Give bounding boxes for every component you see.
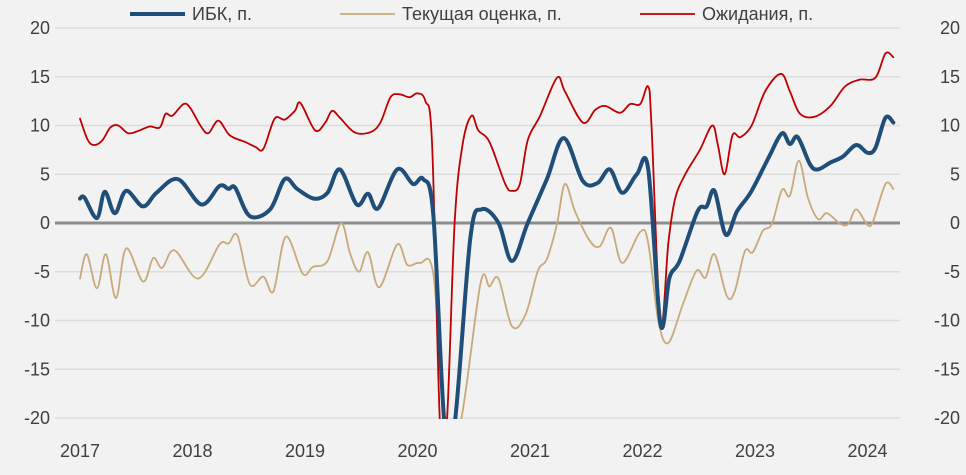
y-tick-label-left: 0 (40, 213, 50, 233)
y-tick-label-left: 20 (30, 18, 50, 38)
y-tick-label-left: 15 (30, 67, 50, 87)
y-tick-label-left: 10 (30, 116, 50, 136)
y-axis-left: 20 15 10 5 0 -5 -10 -15 -20 (24, 18, 50, 428)
y-tick-label-left: -20 (24, 408, 50, 428)
y-tick-label-left: 5 (40, 164, 50, 184)
x-tick-label: 2024 (847, 441, 887, 461)
x-tick-label: 2019 (285, 441, 325, 461)
y-tick-label-right: -15 (934, 359, 960, 379)
y-tick-label-left: -15 (24, 359, 50, 379)
x-tick-label: 2023 (735, 441, 775, 461)
legend-label: Текущая оценка, п. (402, 4, 562, 24)
y-tick-label-left: -5 (34, 262, 50, 282)
x-tick-label: 2017 (60, 441, 100, 461)
legend-label: Ожидания, п. (702, 4, 813, 24)
y-axis-right: 20 15 10 5 0 -5 -10 -15 -20 (934, 18, 960, 428)
x-tick-label: 2018 (172, 441, 212, 461)
y-tick-label-right: 15 (940, 67, 960, 87)
series-line-0 (78, 114, 896, 419)
y-tick-label-right: -10 (934, 311, 960, 331)
gridlines (55, 27, 900, 419)
y-tick-label-right: 0 (950, 213, 960, 233)
x-tick-label: 2022 (622, 441, 662, 461)
series-line-1 (79, 159, 895, 419)
y-tick-label-right: -5 (944, 262, 960, 282)
y-tick-label-right: 5 (950, 164, 960, 184)
series-line-2 (79, 51, 895, 419)
x-tick-label: 2020 (397, 441, 437, 461)
y-tick-label-right: 20 (940, 18, 960, 38)
x-tick-label: 2021 (510, 441, 550, 461)
legend: ИБК, п. Текущая оценка, п. Ожидания, п. (130, 4, 813, 24)
legend-label: ИБК, п. (192, 4, 252, 24)
y-tick-label-right: -20 (934, 408, 960, 428)
series-lines (78, 51, 896, 419)
x-axis: 2017 2018 2019 2020 2021 2022 2023 2024 (60, 441, 888, 461)
y-tick-label-right: 10 (940, 116, 960, 136)
y-tick-label-left: -10 (24, 311, 50, 331)
